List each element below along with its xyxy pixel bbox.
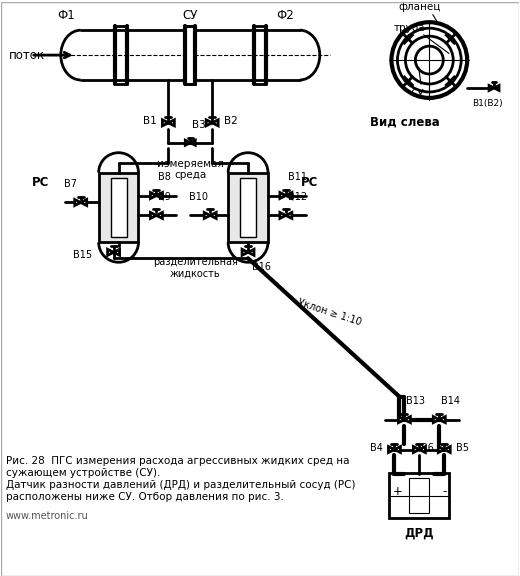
Polygon shape (248, 249, 254, 255)
Text: СУ: СУ (411, 89, 424, 99)
Polygon shape (157, 192, 162, 199)
Text: Рис. 28  ПГС измерения расхода агрессивных жидких сред на: Рис. 28 ПГС измерения расхода агрессивны… (6, 456, 349, 467)
Text: фланец: фланец (398, 2, 440, 12)
Text: В9: В9 (159, 191, 171, 202)
Text: В6: В6 (421, 442, 434, 453)
Polygon shape (433, 416, 439, 423)
Polygon shape (185, 140, 190, 145)
Polygon shape (286, 192, 292, 199)
Text: +: + (393, 485, 402, 498)
Text: www.metronic.ru: www.metronic.ru (6, 511, 89, 521)
Polygon shape (280, 192, 286, 199)
Polygon shape (439, 416, 445, 423)
Text: В1: В1 (142, 116, 157, 126)
Text: сужающем устройстве (СУ).: сужающем устройстве (СУ). (6, 468, 160, 479)
Polygon shape (405, 416, 410, 423)
Text: В1(В2): В1(В2) (472, 99, 502, 108)
Text: Ф2: Ф2 (276, 9, 294, 22)
Polygon shape (494, 85, 499, 90)
Polygon shape (150, 192, 157, 199)
Text: В8: В8 (159, 172, 171, 181)
Bar (99, 173, 138, 242)
Text: РС: РС (32, 176, 49, 189)
Polygon shape (113, 249, 120, 255)
Bar (240, 177, 256, 237)
Polygon shape (242, 249, 248, 255)
Text: В13: В13 (407, 396, 425, 406)
Polygon shape (444, 446, 450, 453)
Bar (409, 479, 430, 513)
Polygon shape (81, 199, 87, 206)
Polygon shape (168, 120, 174, 126)
Polygon shape (162, 120, 168, 126)
Polygon shape (108, 249, 113, 255)
Text: РС: РС (301, 176, 318, 189)
Text: Уклон ≥ 1:10: Уклон ≥ 1:10 (296, 297, 363, 327)
Bar (111, 177, 126, 237)
Text: ДРД: ДРД (405, 526, 434, 539)
Text: В11: В11 (288, 172, 307, 181)
Polygon shape (150, 213, 157, 218)
Text: Ф1: Ф1 (57, 9, 75, 22)
Text: Вид слева: Вид слева (370, 116, 439, 129)
Text: разделительная
жидкость: разделительная жидкость (153, 257, 238, 279)
Text: В14: В14 (441, 396, 460, 406)
Polygon shape (398, 416, 405, 423)
Text: В4: В4 (370, 442, 383, 453)
Polygon shape (280, 213, 286, 218)
Text: измеряемая
среда: измеряемая среда (157, 159, 224, 180)
Polygon shape (157, 213, 162, 218)
Text: В7: В7 (64, 179, 77, 188)
Polygon shape (190, 140, 195, 145)
Bar (185, 26, 195, 84)
Text: СУ: СУ (183, 9, 198, 22)
Polygon shape (388, 446, 395, 453)
Polygon shape (395, 446, 400, 453)
Text: В12: В12 (288, 191, 307, 202)
Text: В5: В5 (456, 442, 469, 453)
Text: В3: В3 (192, 120, 206, 130)
Text: В15: В15 (73, 251, 92, 260)
Bar (228, 173, 268, 242)
Text: В2: В2 (224, 116, 238, 126)
Polygon shape (210, 213, 216, 218)
Polygon shape (212, 120, 218, 126)
Text: поток: поток (9, 48, 45, 62)
Polygon shape (286, 213, 292, 218)
Text: В16: В16 (252, 262, 271, 272)
Polygon shape (413, 446, 419, 453)
Text: расположены ниже СУ. Отбор давления по рис. 3.: расположены ниже СУ. Отбор давления по р… (6, 492, 284, 502)
Polygon shape (489, 85, 494, 90)
Polygon shape (204, 213, 210, 218)
Polygon shape (438, 446, 444, 453)
Polygon shape (419, 446, 425, 453)
Text: -: - (442, 485, 446, 498)
Bar (389, 473, 449, 518)
Text: труба: труба (394, 23, 425, 33)
Polygon shape (75, 199, 81, 206)
Text: В10: В10 (189, 191, 208, 202)
Text: Датчик разности давлений (ДРД) и разделительный сосуд (РС): Датчик разности давлений (ДРД) и раздели… (6, 480, 356, 490)
Polygon shape (206, 120, 212, 126)
